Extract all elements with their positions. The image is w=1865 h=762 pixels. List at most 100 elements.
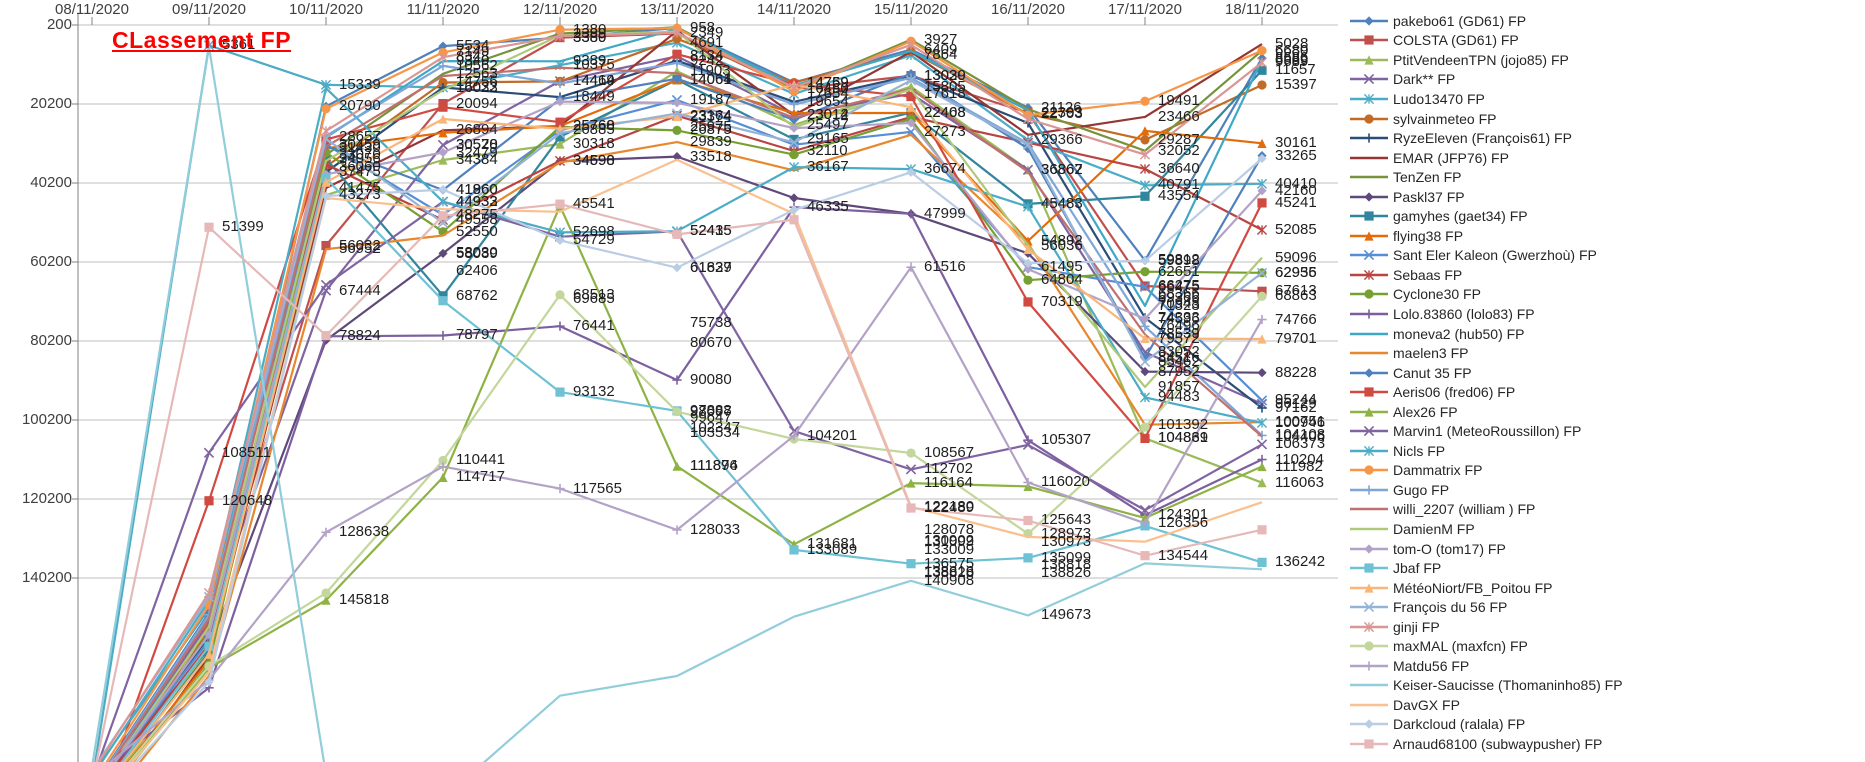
legend-item[interactable]: willi_2207 (william ) FP [1348,500,1863,520]
legend-item[interactable]: RyzeEleven (François61) FP [1348,128,1863,148]
legend-item[interactable]: ginji FP [1348,617,1863,637]
data-label: 99647 [690,408,732,426]
data-label: 116020 [1041,473,1090,491]
data-label: 128973 [1041,524,1092,542]
data-label: 14064 [690,70,732,88]
data-label: 108567 [924,444,975,462]
legend-item[interactable]: Jbaf FP [1348,558,1863,578]
data-label: 23374 [690,107,732,125]
data-label: 66475 [1158,277,1200,295]
data-label: 108511 [222,443,271,461]
legend-item[interactable]: DavGX FP [1348,695,1863,715]
legend-marker-icon [1350,156,1388,159]
data-label: 17654 [807,84,849,102]
legend-label: moneva2 (hub50) FP [1393,325,1525,342]
legend-item[interactable]: flying38 FP [1348,226,1863,246]
legend-item[interactable]: Arnaud68100 (subwaypusher) FP [1348,734,1863,754]
legend-marker-icon [1350,289,1388,300]
data-label: 84516 [1158,349,1200,367]
legend-item[interactable]: TenZen FP [1348,167,1863,187]
data-label: 75738 [690,314,732,332]
legend-item[interactable]: maelen3 FP [1348,343,1863,363]
data-label: 29366 [1041,131,1083,149]
legend-marker-icon [1350,407,1388,417]
series-line[interactable]: maelen3 FP [92,133,1263,762]
legend-item[interactable]: moneva2 (hub50) FP [1348,324,1863,344]
legend-marker-icon [1350,211,1388,221]
legend-marker-icon [1350,563,1388,573]
data-label: 134544 [1158,546,1209,564]
legend-marker-icon [1350,250,1388,261]
legend-item[interactable]: pakebo61 (GD61) FP [1348,11,1863,31]
series-line[interactable]: Keiser-Saucisse (Thomaninho85) FP [91,45,1263,762]
data-label: 70948 [1158,295,1200,313]
legend-item[interactable]: MétéoNiort/FB_Poitou FP [1348,578,1863,598]
y-axis-label: 40200 [30,174,72,191]
data-label: 30570 [456,135,498,153]
data-label: 67613 [1275,282,1317,300]
legend-item[interactable]: Ludo13470 FP [1348,89,1863,109]
legend-item[interactable]: COLSTA (GD61) FP [1348,31,1863,51]
data-label: 100946 [1275,413,1326,431]
data-label: 52085 [1275,220,1317,238]
legend-item[interactable]: Dark** FP [1348,70,1863,90]
legend-item[interactable]: sylvainmeteo FP [1348,109,1863,129]
data-label: 11657 [1275,61,1316,79]
data-label: 3389 [573,28,607,46]
data-label: 105307 [1041,431,1092,449]
legend-item[interactable]: Matdu56 FP [1348,656,1863,676]
data-label: 33070 [339,145,381,163]
data-label: 128638 [339,523,390,541]
data-label: 42160 [1275,181,1317,199]
data-label: 21126 [1041,98,1082,116]
legend-item[interactable]: DamienM FP [1348,519,1863,539]
legend-item[interactable]: Gugo FP [1348,480,1863,500]
data-label: 29165 [807,130,849,148]
legend-item[interactable]: Sant Eler Kaleon (Gwerzhoù) FP [1348,246,1863,266]
legend-item[interactable]: EMAR (JFP76) FP [1348,148,1863,168]
legend-item[interactable]: Keiser-Saucisse (Thomaninho85) FP [1348,676,1863,696]
y-axis-label: 80200 [30,332,72,349]
legend-marker-icon [1350,543,1388,554]
data-label: 79572 [1158,329,1200,347]
legend-item[interactable]: Dammatrix FP [1348,461,1863,481]
legend-item[interactable]: Nicls FP [1348,441,1863,461]
data-label: 100751 [1275,413,1326,431]
data-label: 9689 [1275,53,1309,71]
data-label: 33265 [1275,146,1317,164]
x-axis-label: 15/11/2020 [874,1,948,18]
legend-item[interactable]: Darkcloud (ralala) FP [1348,715,1863,735]
data-label: 12563 [456,64,498,82]
data-label: 26875 [690,121,732,139]
legend-marker-icon [1350,703,1388,707]
legend-item[interactable]: François du 56 FP [1348,597,1863,617]
legend-marker-icon [1350,74,1388,85]
data-label: 30459 [339,135,381,153]
data-label: 51399 [222,218,264,236]
legend-marker-icon [1350,583,1388,593]
legend-item[interactable]: Lolo.83860 (lolo83) FP [1348,304,1863,324]
legend-item[interactable]: Alex26 FP [1348,402,1863,422]
data-label: 91857 [1158,378,1200,396]
legend-item[interactable]: Sebaas FP [1348,265,1863,285]
data-label: 104406 [1275,427,1326,445]
legend-item[interactable]: Aeris06 (fred06) FP [1348,382,1863,402]
legend-item[interactable]: tom-O (tom17) FP [1348,539,1863,559]
legend-label: gamyhes (gaet34) FP [1393,208,1528,225]
legend-item[interactable]: Marvin1 (MeteoRoussillon) FP [1348,421,1863,441]
data-label: 44933 [456,192,498,210]
legend-item[interactable]: Canut 35 FP [1348,363,1863,383]
data-label: 40410 [1275,174,1317,192]
legend-item[interactable]: Paskl37 FP [1348,187,1863,207]
legend-label: Arnaud68100 (subwaypusher) FP [1393,736,1603,752]
legend-item[interactable]: Cyclone30 FP [1348,285,1863,305]
legend-label: Ludo13470 FP [1393,90,1485,107]
legend-item[interactable]: maxMAL (maxfcn) FP [1348,637,1863,657]
data-label: 69366 [1158,289,1200,307]
data-label: 4691 [690,33,724,51]
series-line[interactable]: willi_2207 (william ) FP [92,66,1263,762]
data-label: 104839 [1158,429,1209,447]
legend-item[interactable]: gamyhes (gaet34) FP [1348,206,1863,226]
legend-item[interactable]: PtitVendeenTPN (jojo85) FP [1348,50,1863,70]
data-label: 95244 [1275,391,1317,409]
